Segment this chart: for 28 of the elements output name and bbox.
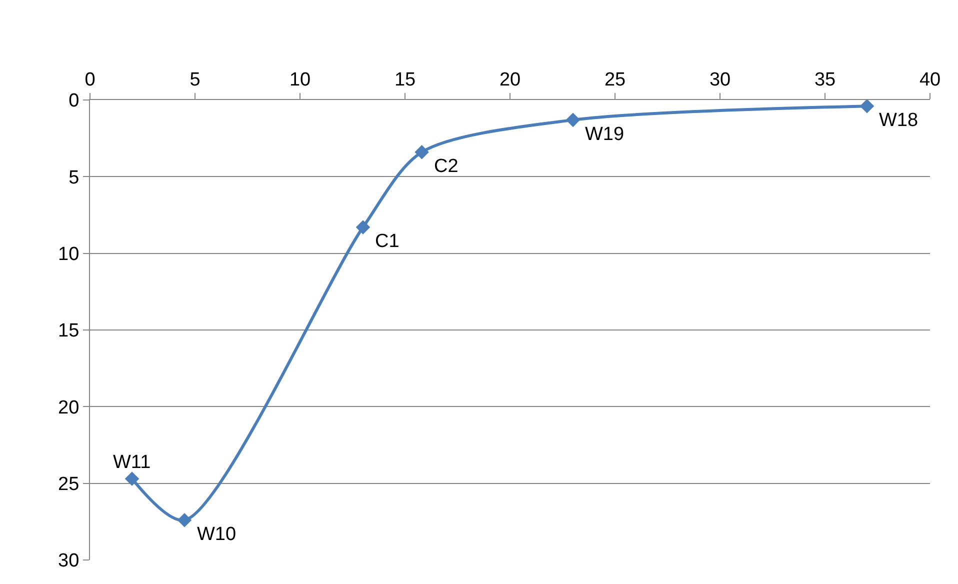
y-tick-label: 25 [58, 474, 80, 495]
x-tick-label: 10 [289, 69, 311, 90]
point [860, 98, 874, 114]
x-tick-label: 25 [604, 69, 626, 90]
x-tick-label: 5 [190, 69, 200, 90]
x-tick-label: 0 [84, 69, 96, 90]
x-tick-label: 15 [394, 69, 416, 90]
point [177, 512, 192, 528]
annotation: W19 [585, 124, 624, 145]
annotation: W11 [113, 452, 151, 473]
y-tick-label: 10 [58, 244, 80, 265]
x-tick-label: 40 [919, 69, 941, 90]
y-tick-label: 5 [68, 167, 80, 188]
y-tick-label: 30 [58, 550, 80, 572]
point [356, 220, 370, 234]
y-tick-label: 20 [58, 397, 80, 418]
y-tick-label: 15 [58, 320, 80, 342]
point [566, 112, 580, 128]
x-tick-label: 35 [814, 69, 836, 90]
annotation: W18 [879, 110, 918, 131]
x-tick-label: 30 [709, 69, 731, 90]
y-tick-label: 0 [68, 90, 80, 112]
annotation: C1 [375, 231, 400, 252]
point [124, 472, 140, 486]
annotation: C2 [434, 156, 458, 177]
x-tick-label: 20 [499, 69, 521, 90]
annotation: W10 [197, 524, 236, 545]
point [414, 144, 429, 160]
